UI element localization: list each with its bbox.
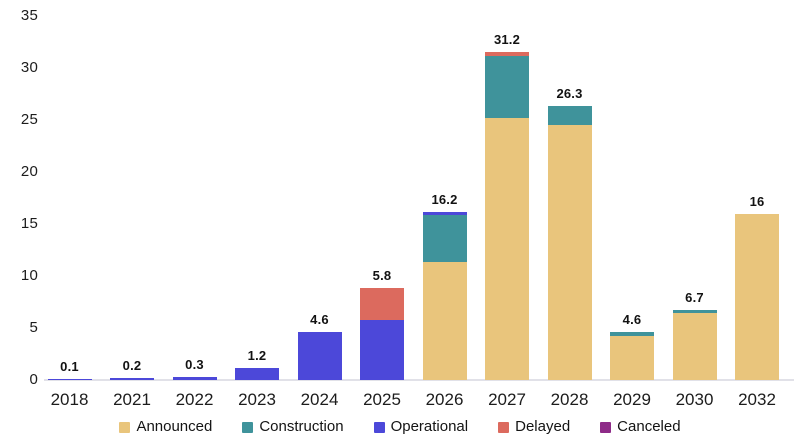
legend-item-delayed: Delayed <box>498 418 570 436</box>
bar-segment-operational-2022 <box>172 376 217 380</box>
bar-value-label-2026: 16.2 <box>431 191 458 207</box>
bar-segment-announced-2030 <box>672 313 717 380</box>
x-axis-tick-label-2025: 2025 <box>363 390 401 409</box>
bar-value-label-2030: 6.7 <box>685 290 704 306</box>
legend-item-operational: Operational <box>373 418 469 436</box>
x-axis-tick-label-2028: 2028 <box>550 390 589 409</box>
x-axis-tick-label-2029: 2029 <box>613 390 651 409</box>
bar-value-label-2023: 1.2 <box>247 347 267 363</box>
bar-segment-delayed-2025 <box>360 288 404 320</box>
legend-swatch-canceled <box>600 421 612 433</box>
legend-label: Operational <box>390 418 469 435</box>
bar-value-label-2021: 0.2 <box>122 357 142 373</box>
bar-segment-construction-2030 <box>672 310 717 314</box>
legend-swatch-operational <box>373 421 385 433</box>
x-axis-tick-label-2026: 2026 <box>425 390 464 409</box>
bar-value-label-2027: 31.2 <box>493 32 521 48</box>
legend-swatch-announced <box>119 421 131 433</box>
legend-label: Announced <box>136 418 213 435</box>
y-axis-tick-label: 5 <box>29 319 38 336</box>
x-axis-tick-label-2021: 2021 <box>113 390 151 409</box>
legend-label: Canceled <box>617 418 681 435</box>
bar-segment-construction-2026 <box>422 214 467 263</box>
legend-label: Construction <box>259 418 344 435</box>
bar-segment-announced-2026 <box>422 262 467 380</box>
bar-segment-construction-2029 <box>610 332 654 336</box>
bar-segment-operational-2023 <box>235 367 279 380</box>
bar-segment-operational-2025 <box>360 319 404 380</box>
legend-item-announced: Announced <box>119 418 212 436</box>
y-axis-tick-label: 15 <box>20 215 38 232</box>
legend-label: Delayed <box>515 418 571 435</box>
bar-segment-announced-2029 <box>610 335 654 380</box>
x-axis-line <box>44 379 794 381</box>
y-axis-tick-label: 25 <box>20 111 38 128</box>
bar-value-label-2028: 26.3 <box>556 86 583 102</box>
y-axis-tick-label: 30 <box>20 59 38 76</box>
x-axis-tick-label-2030: 2030 <box>675 390 714 409</box>
chart-legend: Announced Construction Operational Delayed C… <box>0 414 800 440</box>
bar-segment-delayed-2027 <box>485 52 529 56</box>
legend-swatch-delayed <box>498 421 510 433</box>
bar-value-label-2024: 4.6 <box>310 312 329 328</box>
y-axis-tick-label: 10 <box>20 267 38 284</box>
bar-segment-announced-2027 <box>485 117 529 380</box>
bar-value-label-2018: 0.1 <box>60 358 79 374</box>
legend-item-canceled: Canceled <box>600 418 681 436</box>
bar-segment-construction-2027 <box>485 55 529 118</box>
legend-item-construction: Construction <box>242 418 344 436</box>
x-axis-tick-label-2018: 2018 <box>50 390 89 409</box>
x-axis-tick-label-2032: 2032 <box>738 390 776 409</box>
y-axis-tick-label: 20 <box>20 163 38 180</box>
x-axis-tick-label-2027: 2027 <box>488 390 526 409</box>
bar-segment-operational-2021 <box>110 377 154 380</box>
bar-segment-announced-2028 <box>547 125 592 380</box>
bar-value-label-2032: 16 <box>749 193 765 209</box>
bar-value-label-2029: 4.6 <box>622 312 642 328</box>
x-axis-tick-label-2022: 2022 <box>175 390 214 409</box>
x-axis-tick-label-2023: 2023 <box>238 390 276 409</box>
x-axis-tick-label-2024: 2024 <box>300 390 339 409</box>
bar-segment-operational-2018 <box>47 378 92 380</box>
bar-value-label-2022: 0.3 <box>185 356 204 372</box>
bar-segment-operational-2026 <box>422 211 467 215</box>
y-axis-tick-label: 0 <box>29 371 38 388</box>
legend-swatch-construction <box>242 421 254 433</box>
y-axis-tick-label: 35 <box>20 7 38 24</box>
bar-segment-operational-2024 <box>297 332 342 380</box>
bar-segment-announced-2032 <box>735 213 779 380</box>
bar-value-label-2025: 5.8 <box>372 268 392 284</box>
bar-segment-construction-2028 <box>547 106 592 126</box>
